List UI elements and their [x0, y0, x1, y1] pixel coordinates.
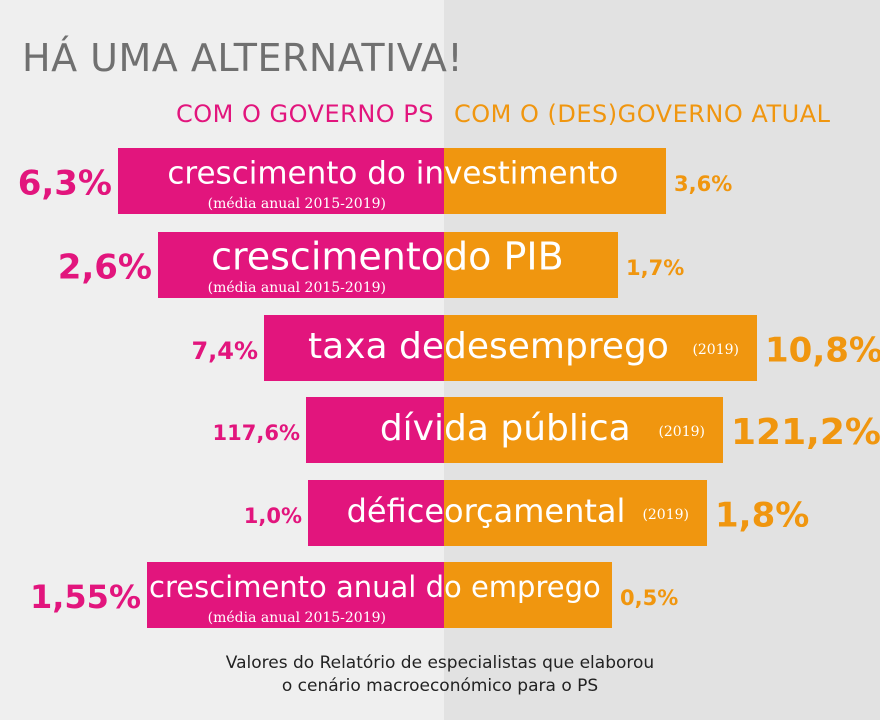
bar-note: (média anual 2015-2019)	[208, 280, 386, 296]
bar-left-ps	[118, 148, 444, 214]
bar-label-left: défice	[347, 492, 444, 530]
value-label-left: 117,6%	[213, 421, 300, 445]
value-label-right: 0,5%	[620, 586, 678, 610]
bar-note: (2019)	[642, 507, 689, 523]
bar-label-right: vestimento	[444, 156, 618, 192]
column-header-current: COM O (DES)GOVERNO ATUAL	[454, 100, 831, 128]
column-header-ps: COM O GOVERNO PS	[175, 100, 434, 128]
bar-left-ps	[264, 315, 444, 381]
bar-label-right: orçamental	[444, 492, 625, 530]
value-label-right: 1,7%	[626, 256, 684, 280]
value-label-left: 7,4%	[191, 337, 258, 365]
source-footnote: Valores do Relatório de especialistas qu…	[0, 652, 880, 698]
bar-right-current	[444, 315, 757, 381]
bar-note: (2019)	[658, 424, 705, 440]
bar-label-right: desemprego	[444, 326, 669, 367]
bar-right-current	[444, 232, 618, 298]
bar-label-left: dívi	[380, 408, 444, 449]
value-label-left: 1,55%	[30, 578, 141, 616]
value-label-right: 1,8%	[715, 496, 809, 536]
value-label-right: 3,6%	[674, 172, 732, 196]
bar-left-ps	[308, 480, 444, 546]
value-label-right: 121,2%	[731, 412, 880, 453]
value-label-left: 2,6%	[58, 248, 152, 288]
bar-label-left: crescimento anual d	[149, 570, 444, 604]
bar-left-ps	[147, 562, 444, 628]
bar-label-right: da pública	[444, 408, 631, 449]
bar-right-current	[444, 562, 612, 628]
bar-right-current	[444, 480, 707, 546]
value-label-left: 6,3%	[18, 164, 112, 204]
footnote-line-2: o cenário macroeconómico para o PS	[281, 676, 599, 696]
bar-left-ps	[158, 232, 444, 298]
page-title: HÁ UMA ALTERNATIVA!	[22, 36, 464, 80]
bar-label-right: o emprego	[444, 570, 601, 604]
bar-label-left: taxa de	[308, 326, 444, 367]
bar-label-right: do PIB	[444, 235, 564, 279]
bar-left-ps	[306, 397, 444, 463]
bar-note: (2019)	[692, 342, 739, 358]
bar-note: (média anual 2015-2019)	[208, 610, 386, 626]
bar-note: (média anual 2015-2019)	[208, 196, 386, 212]
bar-label-left: crescimento	[211, 235, 444, 279]
bar-label-left: crescimento do in	[167, 156, 444, 192]
bar-right-current	[444, 397, 723, 463]
value-label-right: 10,8%	[765, 331, 880, 371]
footnote-line-1: Valores do Relatório de especialistas qu…	[225, 653, 655, 673]
value-label-left: 1,0%	[244, 504, 302, 528]
bar-right-current	[444, 148, 666, 214]
